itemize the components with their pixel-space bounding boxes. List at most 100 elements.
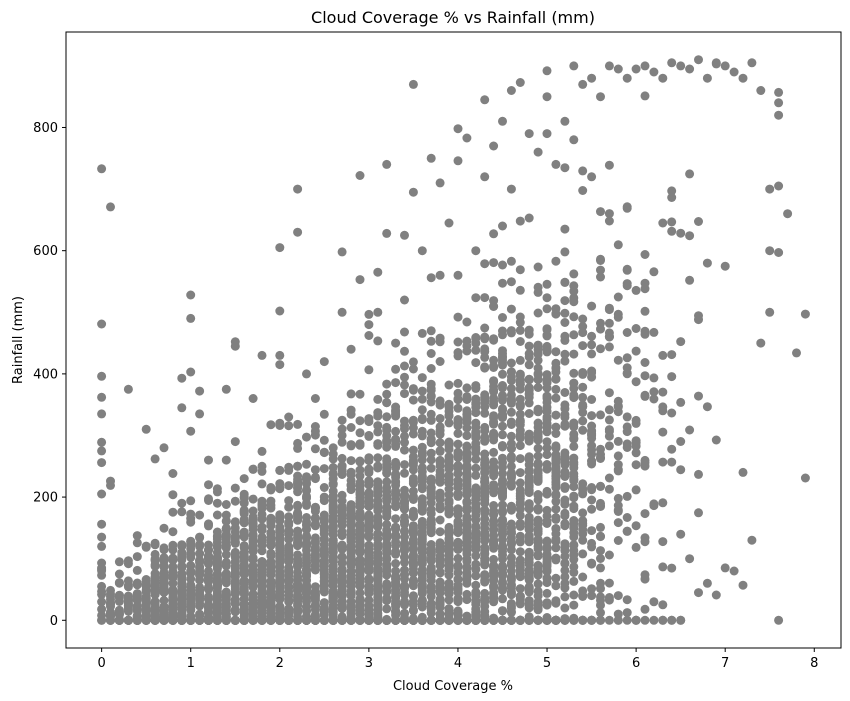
scatter-point	[346, 589, 356, 599]
scatter-point	[391, 364, 401, 374]
scatter-point	[560, 603, 570, 613]
scatter-point	[738, 73, 748, 83]
y-tick-label: 0	[50, 614, 58, 629]
scatter-point	[551, 543, 561, 553]
scatter-point	[435, 587, 445, 597]
scatter-point	[471, 499, 481, 509]
scatter-point	[266, 579, 276, 589]
scatter-point	[551, 524, 561, 534]
scatter-point	[302, 580, 311, 590]
scatter-point	[435, 446, 445, 456]
scatter-point	[667, 408, 677, 418]
scatter-point	[382, 379, 392, 389]
scatter-point	[533, 287, 543, 297]
scatter-point	[667, 372, 677, 382]
scatter-point	[97, 437, 107, 447]
scatter-point	[293, 508, 303, 518]
scatter-point	[337, 424, 347, 434]
scatter-point	[337, 604, 347, 614]
scatter-point	[382, 422, 392, 432]
scatter-point	[328, 615, 338, 625]
scatter-point	[417, 595, 427, 605]
scatter-point	[542, 557, 552, 567]
scatter-point	[453, 504, 463, 514]
scatter-point	[328, 579, 338, 589]
scatter-point	[471, 565, 481, 574]
scatter-point	[186, 615, 196, 625]
scatter-point	[426, 336, 436, 346]
scatter-point	[533, 615, 543, 625]
scatter-point	[382, 468, 392, 478]
scatter-point	[774, 98, 784, 108]
scatter-point	[569, 491, 579, 501]
scatter-point	[400, 519, 409, 529]
scatter-point	[667, 444, 677, 454]
scatter-point	[542, 519, 552, 528]
scatter-point	[328, 538, 338, 548]
scatter-point	[230, 615, 240, 625]
scatter-point	[462, 556, 472, 566]
scatter-point	[355, 493, 365, 503]
scatter-point	[667, 457, 677, 467]
scatter-point	[391, 523, 401, 533]
scatter-point	[257, 568, 267, 577]
scatter-point	[328, 572, 338, 582]
scatter-point	[310, 615, 320, 625]
scatter-point	[524, 615, 534, 625]
scatter-point	[221, 590, 231, 600]
scatter-point	[97, 581, 107, 591]
scatter-point	[578, 615, 588, 625]
scatter-point	[364, 605, 374, 615]
scatter-point	[515, 394, 525, 404]
scatter-point	[533, 490, 543, 499]
scatter-point	[337, 247, 347, 257]
scatter-point	[578, 425, 588, 435]
scatter-point	[373, 463, 383, 473]
scatter-point	[417, 394, 427, 404]
scatter-point	[97, 570, 107, 580]
scatter-point	[551, 581, 561, 591]
scatter-point	[195, 510, 205, 520]
scatter-point	[284, 544, 294, 554]
scatter-point	[257, 576, 267, 586]
scatter-point	[168, 490, 178, 500]
scatter-point	[221, 559, 231, 568]
scatter-point	[685, 169, 695, 179]
scatter-point	[97, 164, 107, 174]
scatter-point	[542, 443, 552, 453]
scatter-point	[400, 445, 409, 455]
scatter-point	[453, 553, 463, 563]
scatter-point	[408, 79, 418, 89]
y-tick-label: 600	[33, 244, 58, 259]
scatter-point	[498, 550, 507, 560]
scatter-point	[97, 319, 107, 329]
scatter-point	[596, 615, 605, 625]
scatter-point	[275, 350, 285, 360]
scatter-point	[293, 227, 303, 237]
scatter-point	[587, 172, 597, 182]
scatter-point	[587, 411, 597, 421]
scatter-point	[498, 606, 507, 616]
scatter-point	[319, 448, 329, 458]
scatter-point	[373, 534, 383, 544]
scatter-point	[471, 470, 481, 480]
scatter-point	[204, 615, 213, 625]
scatter-point	[498, 369, 507, 379]
scatter-point	[542, 437, 552, 447]
scatter-point	[257, 479, 267, 489]
scatter-point	[408, 395, 418, 405]
scatter-point	[515, 441, 525, 451]
scatter-point	[97, 604, 107, 614]
scatter-point	[204, 545, 213, 555]
scatter-point	[480, 436, 490, 446]
scatter-point	[533, 503, 543, 513]
scatter-point	[533, 579, 543, 589]
scatter-point	[560, 508, 570, 518]
scatter-point	[471, 515, 481, 525]
scatter-point	[284, 615, 294, 625]
scatter-point	[462, 383, 472, 393]
scatter-point	[319, 606, 329, 616]
scatter-point	[150, 538, 160, 548]
scatter-point	[186, 514, 196, 524]
scatter-point	[400, 565, 409, 575]
